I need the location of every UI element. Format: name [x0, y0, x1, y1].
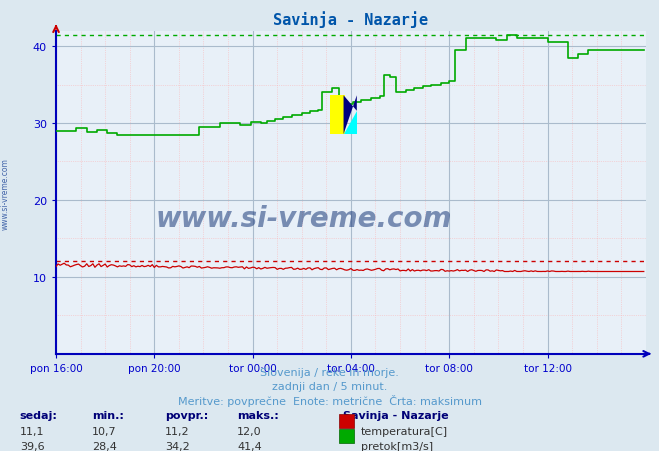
Text: 34,2: 34,2: [165, 441, 190, 451]
Text: Savinja - Nazarje: Savinja - Nazarje: [343, 410, 448, 420]
Title: Savinja - Nazarje: Savinja - Nazarje: [273, 11, 428, 28]
Text: Slovenija / reke in morje.: Slovenija / reke in morje.: [260, 368, 399, 377]
Text: povpr.:: povpr.:: [165, 410, 208, 420]
Text: 39,6: 39,6: [20, 441, 44, 451]
Text: zadnji dan / 5 minut.: zadnji dan / 5 minut.: [272, 381, 387, 391]
Text: 41,4: 41,4: [237, 441, 262, 451]
Text: pretok[m3/s]: pretok[m3/s]: [361, 441, 433, 451]
Text: 28,4: 28,4: [92, 441, 117, 451]
Text: min.:: min.:: [92, 410, 124, 420]
Text: 11,1: 11,1: [20, 426, 44, 436]
Text: www.si-vreme.com: www.si-vreme.com: [156, 205, 452, 233]
Text: maks.:: maks.:: [237, 410, 279, 420]
Text: www.si-vreme.com: www.si-vreme.com: [1, 158, 10, 230]
Text: 10,7: 10,7: [92, 426, 117, 436]
Text: 11,2: 11,2: [165, 426, 189, 436]
Polygon shape: [343, 111, 357, 135]
Text: 12,0: 12,0: [237, 426, 262, 436]
Bar: [330, 96, 345, 135]
Text: sedaj:: sedaj:: [20, 410, 57, 420]
Polygon shape: [343, 96, 357, 135]
Text: temperatura[C]: temperatura[C]: [361, 426, 448, 436]
Text: Meritve: povprečne  Enote: metrične  Črta: maksimum: Meritve: povprečne Enote: metrične Črta:…: [177, 395, 482, 407]
